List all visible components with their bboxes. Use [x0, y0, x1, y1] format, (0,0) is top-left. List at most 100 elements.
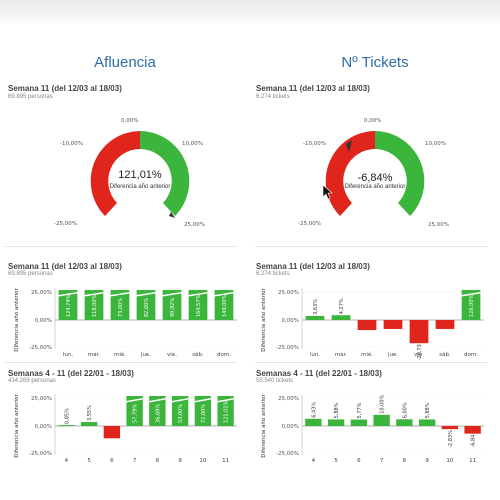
- bar-chart-daily-afluencia[interactable]: Diferencia año anterior 25,00% 0,00% -25,00…: [5, 281, 245, 361]
- bar: [373, 414, 390, 426]
- x-tick-label: 11: [469, 458, 476, 464]
- chart-subtitle: 6.274 tickets: [256, 271, 290, 277]
- bar: [80, 422, 98, 426]
- tickets-title: Nº Tickets: [341, 54, 409, 71]
- bar-overflow-mark: [136, 292, 156, 297]
- bar-overflow-mark: [84, 292, 104, 297]
- bar: [418, 419, 436, 426]
- y-tick-label: 0,00%: [282, 318, 299, 324]
- data-label: 124,74%: [66, 295, 72, 317]
- bar-overflow-mark: [188, 292, 208, 297]
- x-tick-label: sáb.: [192, 351, 204, 358]
- afluencia-title: Afluencia: [94, 54, 156, 71]
- data-label: 57,79%: [133, 404, 139, 423]
- y-axis-label: Diferencia año anterior: [261, 393, 267, 457]
- bar-overflow-mark: [214, 292, 234, 297]
- data-label: 73,00%: [118, 298, 124, 317]
- gauge-positive-arc: [375, 131, 425, 216]
- data-label: 10,00%: [380, 394, 386, 413]
- x-tick-label: 4: [65, 458, 69, 464]
- x-tick-label: dom.: [464, 352, 478, 358]
- x-tick-label: mié.: [114, 351, 126, 358]
- y-tick-label: 25,00%: [31, 396, 52, 402]
- gauge-positive-arc: [140, 131, 190, 216]
- bar: [331, 315, 351, 320]
- gauge-afluencia[interactable]: [75, 115, 205, 230]
- bar-chart-weekly-tickets[interactable]: Diferencia año anterior 25,00% 0,00% -25,00…: [252, 387, 492, 467]
- x-tick-label: dom.: [217, 352, 231, 358]
- bar-overflow-mark: [217, 398, 234, 403]
- bar-chart-weekly-afluencia[interactable]: Diferencia año anterior 25,00% 0,00% -25,00…: [5, 387, 245, 467]
- x-tick-label: lun.: [63, 352, 73, 358]
- gauge-tick-bl: -25,00%: [298, 221, 321, 227]
- gauge-label-tickets: Diferencia año anterior: [344, 184, 406, 190]
- bar: [162, 290, 182, 320]
- data-label: 149,00%: [222, 295, 228, 317]
- window-top-bar: [0, 0, 500, 24]
- cursor-icon: [322, 184, 333, 200]
- bar: [149, 396, 166, 426]
- divider: [255, 362, 487, 363]
- data-label: -20,73: [417, 344, 423, 360]
- bar-overflow-mark: [149, 398, 166, 403]
- bar: [383, 320, 403, 329]
- bar: [110, 290, 130, 320]
- bar: [171, 396, 189, 426]
- bar: [103, 426, 121, 439]
- data-label: 5,88%: [334, 402, 340, 418]
- gauge-tick-tr: 10,00%: [182, 141, 203, 147]
- bar: [409, 320, 429, 344]
- data-label: 82,00%: [144, 298, 150, 317]
- x-tick-label: mar.: [88, 352, 100, 358]
- gauge-negative-arc: [90, 131, 140, 216]
- gauge-tick-br: 25,00%: [428, 222, 449, 228]
- x-tick-label: 9: [425, 458, 429, 464]
- bar-overflow-mark: [162, 292, 182, 297]
- data-label: 164,57%: [196, 295, 202, 317]
- bar: [84, 290, 104, 320]
- x-tick-label: 8: [156, 458, 160, 464]
- x-tick-label: sáb.: [439, 351, 451, 358]
- x-tick-label: vie.: [167, 352, 177, 358]
- bar-overflow-mark: [58, 292, 78, 297]
- bar-overflow-mark: [461, 292, 481, 297]
- bar: [350, 419, 368, 426]
- y-tick-label: -25,00%: [276, 451, 299, 457]
- gauge-needle: [169, 212, 175, 218]
- chart-title: Semana 11 (del 12/03 al 18/03): [256, 262, 370, 271]
- bar-overflow-mark: [126, 398, 143, 403]
- x-tick-label: 5: [334, 458, 338, 464]
- bar: [58, 290, 78, 320]
- gauge-subtitle-tickets: 6.274 tickets: [256, 94, 290, 100]
- bar: [214, 290, 234, 320]
- bar: [188, 290, 208, 320]
- gauge-title-afluencia: Semana 11 (del 12/03 al 18/03): [8, 84, 122, 93]
- x-tick-label: 9: [178, 458, 182, 464]
- chart-title: Semanas 4 - 11 (del 22/01 - 18/03): [8, 369, 134, 378]
- data-label: 53,00%: [178, 404, 184, 423]
- y-tick-label: -25,00%: [29, 451, 52, 457]
- x-tick-label: vie.: [414, 352, 424, 358]
- gauge-label-afluencia: Diferencia año anterior: [109, 184, 171, 190]
- bar: [435, 320, 455, 329]
- x-tick-label: 10: [199, 458, 206, 464]
- gauge-value-tickets: -6,84%: [357, 172, 393, 184]
- bar: [217, 396, 234, 426]
- y-tick-label: 0,00%: [282, 424, 299, 430]
- data-label: 0,85%: [64, 408, 70, 424]
- divider: [255, 246, 487, 247]
- data-label: 118,00%: [92, 295, 98, 317]
- data-label: 4,27%: [339, 298, 345, 314]
- x-tick-label: 7: [380, 458, 384, 464]
- gauge-tick-bl: -25,00%: [54, 221, 77, 227]
- x-tick-label: 11: [222, 458, 229, 464]
- data-label: 3,55%: [87, 405, 93, 421]
- gauge-tick-br: 25,00%: [184, 222, 205, 228]
- y-tick-label: 0,00%: [35, 424, 52, 430]
- gauge-tickets[interactable]: [310, 115, 440, 230]
- divider: [5, 362, 237, 363]
- bar-chart-daily-tickets[interactable]: Diferencia año anterior 25,00% 0,00% -25,00…: [252, 281, 492, 361]
- y-tick-label: 25,00%: [278, 396, 299, 402]
- y-tick-label: 25,00%: [31, 290, 52, 296]
- gauge-title-tickets: Semana 11 (del 12/03 al 18/03): [256, 84, 370, 93]
